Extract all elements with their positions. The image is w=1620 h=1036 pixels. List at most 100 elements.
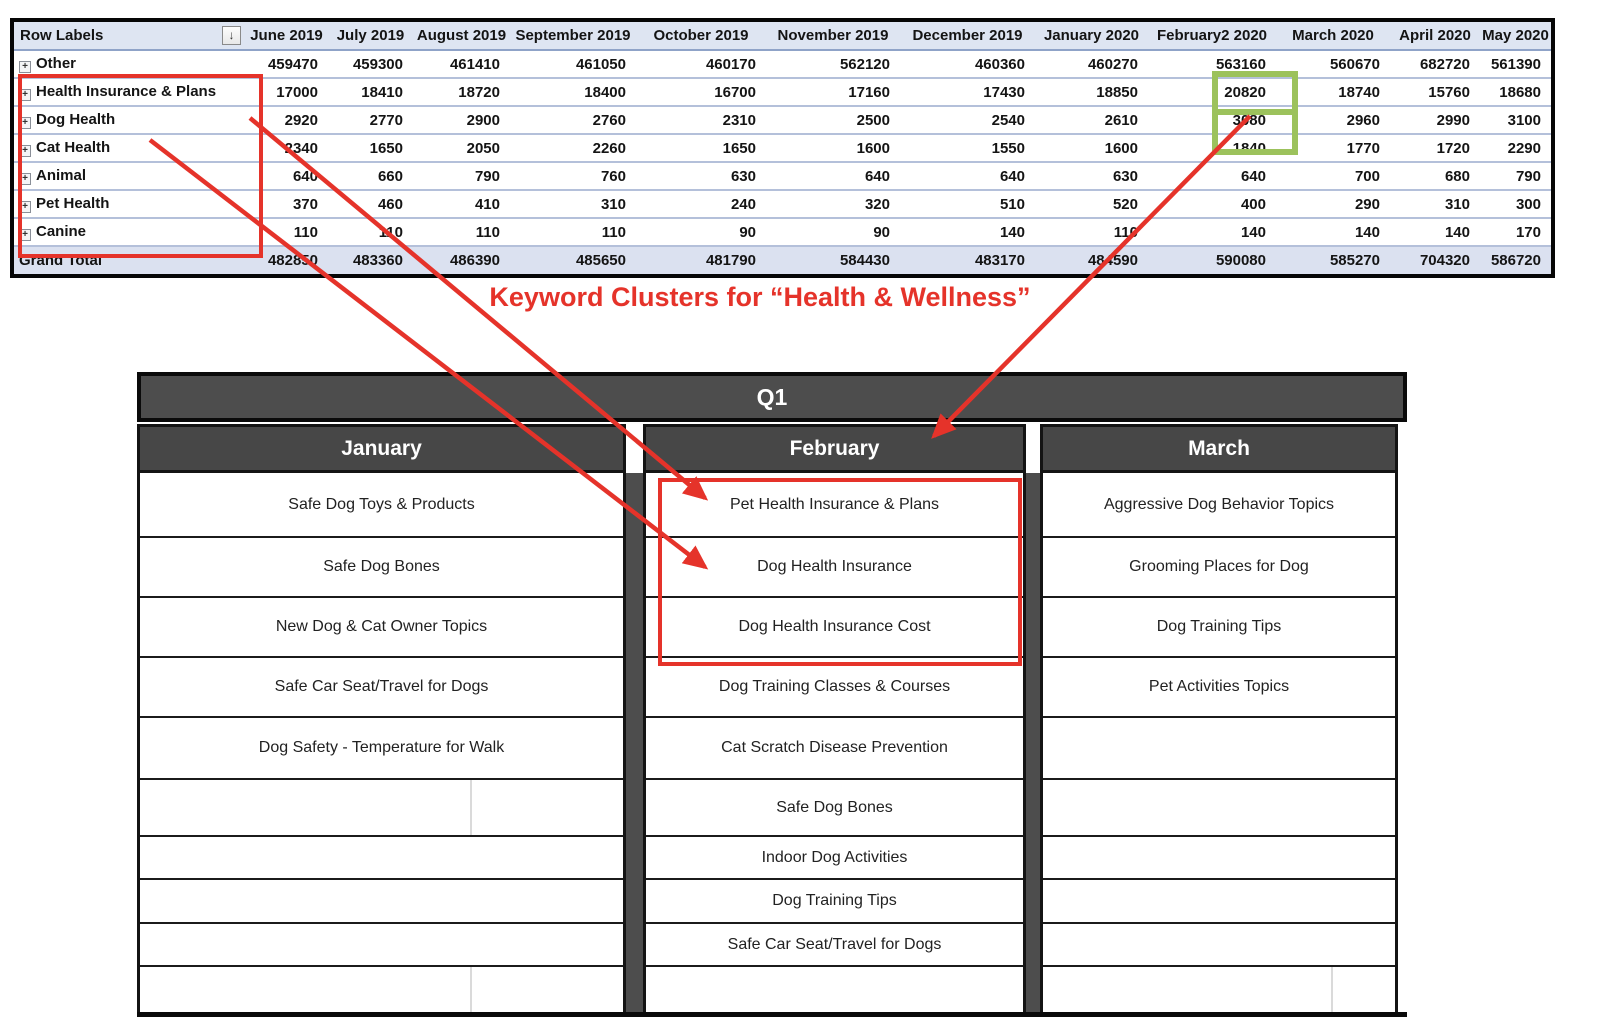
pivot-value-cell[interactable]: 486390 (413, 246, 510, 274)
pivot-value-cell[interactable]: 90 (766, 218, 900, 247)
pivot-value-cell[interactable]: 700 (1276, 162, 1390, 191)
pivot-value-cell[interactable]: 110 (245, 218, 328, 247)
pivot-value-cell[interactable]: 1600 (766, 134, 900, 163)
pivot-value-cell[interactable]: 585270 (1276, 246, 1390, 274)
pivot-value-cell[interactable]: 140 (1276, 218, 1390, 247)
keyword-cell[interactable]: New Dog & Cat Owner Topics (140, 598, 623, 658)
keyword-cell[interactable]: Grooming Places for Dog (1043, 538, 1395, 598)
pivot-value-cell[interactable]: 510 (900, 190, 1035, 219)
pivot-value-cell[interactable]: 90 (636, 218, 766, 247)
keyword-cell[interactable]: Safe Dog Bones (646, 780, 1023, 837)
pivot-value-cell[interactable]: 590080 (1148, 246, 1276, 274)
pivot-value-cell[interactable]: 320 (766, 190, 900, 219)
pivot-value-cell[interactable]: 630 (636, 162, 766, 191)
pivot-value-cell[interactable]: 20820 (1148, 78, 1276, 107)
pivot-value-cell[interactable]: 110 (413, 218, 510, 247)
empty-cell[interactable] (1043, 924, 1395, 967)
pivot-value-cell[interactable]: 400 (1148, 190, 1276, 219)
keyword-cell[interactable]: Indoor Dog Activities (646, 837, 1023, 880)
pivot-value-cell[interactable]: 460170 (636, 50, 766, 79)
pivot-row-label-cell[interactable]: + Animal (14, 162, 245, 191)
pivot-column-header[interactable]: December 2019 (900, 22, 1035, 51)
pivot-value-cell[interactable]: 1550 (900, 134, 1035, 163)
pivot-value-cell[interactable]: 484590 (1035, 246, 1148, 274)
pivot-value-cell[interactable]: 1840 (1148, 134, 1276, 163)
pivot-value-cell[interactable]: 17430 (900, 78, 1035, 107)
pivot-value-cell[interactable]: 2540 (900, 106, 1035, 135)
grand-total-label-cell[interactable]: Grand Total (14, 246, 245, 274)
pivot-value-cell[interactable]: 2340 (245, 134, 328, 163)
pivot-value-cell[interactable]: 640 (766, 162, 900, 191)
pivot-column-header[interactable]: September 2019 (510, 22, 636, 51)
keyword-cell[interactable]: Pet Activities Topics (1043, 658, 1395, 718)
pivot-value-cell[interactable]: 2770 (328, 106, 413, 135)
expand-icon[interactable]: + (19, 61, 31, 73)
keyword-cell[interactable]: Safe Dog Bones (140, 538, 623, 598)
keyword-cell[interactable]: Dog Health Insurance Cost (646, 598, 1023, 658)
pivot-value-cell[interactable]: 704320 (1390, 246, 1480, 274)
empty-cell[interactable] (140, 967, 623, 1012)
expand-icon[interactable]: + (19, 201, 31, 213)
pivot-value-cell[interactable]: 560670 (1276, 50, 1390, 79)
expand-icon[interactable]: + (19, 89, 31, 101)
pivot-column-header[interactable]: March 2020 (1276, 22, 1390, 51)
pivot-value-cell[interactable]: 2610 (1035, 106, 1148, 135)
pivot-value-cell[interactable]: 140 (1148, 218, 1276, 247)
pivot-value-cell[interactable]: 682720 (1390, 50, 1480, 79)
sort-dropdown-icon[interactable]: ↓ (222, 26, 241, 45)
pivot-value-cell[interactable]: 110 (1035, 218, 1148, 247)
expand-icon[interactable]: + (19, 145, 31, 157)
pivot-value-cell[interactable]: 18410 (328, 78, 413, 107)
pivot-value-cell[interactable]: 140 (900, 218, 1035, 247)
keyword-cell[interactable]: Pet Health Insurance & Plans (646, 473, 1023, 538)
keyword-cell[interactable]: Dog Training Tips (646, 880, 1023, 924)
month-header-march[interactable]: March (1043, 427, 1395, 473)
pivot-value-cell[interactable]: 461410 (413, 50, 510, 79)
keyword-cell[interactable]: Safe Car Seat/Travel for Dogs (140, 658, 623, 718)
empty-cell[interactable] (1043, 780, 1395, 837)
pivot-value-cell[interactable]: 790 (413, 162, 510, 191)
pivot-value-cell[interactable]: 2760 (510, 106, 636, 135)
pivot-row-label-cell[interactable]: + Canine (14, 218, 245, 247)
pivot-value-cell[interactable]: 18850 (1035, 78, 1148, 107)
pivot-value-cell[interactable]: 18740 (1276, 78, 1390, 107)
pivot-value-cell[interactable]: 2260 (510, 134, 636, 163)
pivot-value-cell[interactable]: 17160 (766, 78, 900, 107)
pivot-value-cell[interactable]: 562120 (766, 50, 900, 79)
pivot-value-cell[interactable]: 17000 (245, 78, 328, 107)
pivot-value-cell[interactable]: 18400 (510, 78, 636, 107)
pivot-value-cell[interactable]: 170 (1480, 218, 1551, 247)
pivot-value-cell[interactable]: 110 (510, 218, 636, 247)
pivot-row-label-cell[interactable]: + Other (14, 50, 245, 79)
empty-cell[interactable] (1043, 837, 1395, 880)
pivot-value-cell[interactable]: 3080 (1148, 106, 1276, 135)
month-header-february[interactable]: February (646, 427, 1023, 473)
pivot-value-cell[interactable]: 482850 (245, 246, 328, 274)
empty-cell[interactable] (140, 924, 623, 967)
pivot-value-cell[interactable]: 640 (900, 162, 1035, 191)
empty-cell[interactable] (646, 967, 1023, 1012)
pivot-value-cell[interactable]: 2920 (245, 106, 328, 135)
pivot-value-cell[interactable]: 640 (1148, 162, 1276, 191)
pivot-value-cell[interactable]: 630 (1035, 162, 1148, 191)
pivot-value-cell[interactable]: 18720 (413, 78, 510, 107)
pivot-value-cell[interactable]: 2500 (766, 106, 900, 135)
empty-cell[interactable] (1043, 967, 1395, 1012)
pivot-column-header[interactable]: February2 2020 (1148, 22, 1276, 51)
pivot-value-cell[interactable]: 790 (1480, 162, 1551, 191)
pivot-value-cell[interactable]: 2290 (1480, 134, 1551, 163)
keyword-cell[interactable]: Cat Scratch Disease Prevention (646, 718, 1023, 780)
pivot-value-cell[interactable]: 18680 (1480, 78, 1551, 107)
month-header-january[interactable]: January (140, 427, 623, 473)
pivot-value-cell[interactable]: 240 (636, 190, 766, 219)
pivot-value-cell[interactable]: 410 (413, 190, 510, 219)
pivot-value-cell[interactable]: 461050 (510, 50, 636, 79)
pivot-value-cell[interactable]: 483170 (900, 246, 1035, 274)
pivot-value-cell[interactable]: 483360 (328, 246, 413, 274)
pivot-value-cell[interactable]: 2960 (1276, 106, 1390, 135)
pivot-value-cell[interactable]: 481790 (636, 246, 766, 274)
pivot-column-header[interactable]: July 2019 (328, 22, 413, 51)
pivot-column-header[interactable]: June 2019 (245, 22, 328, 51)
pivot-value-cell[interactable]: 310 (1390, 190, 1480, 219)
pivot-value-cell[interactable]: 460270 (1035, 50, 1148, 79)
